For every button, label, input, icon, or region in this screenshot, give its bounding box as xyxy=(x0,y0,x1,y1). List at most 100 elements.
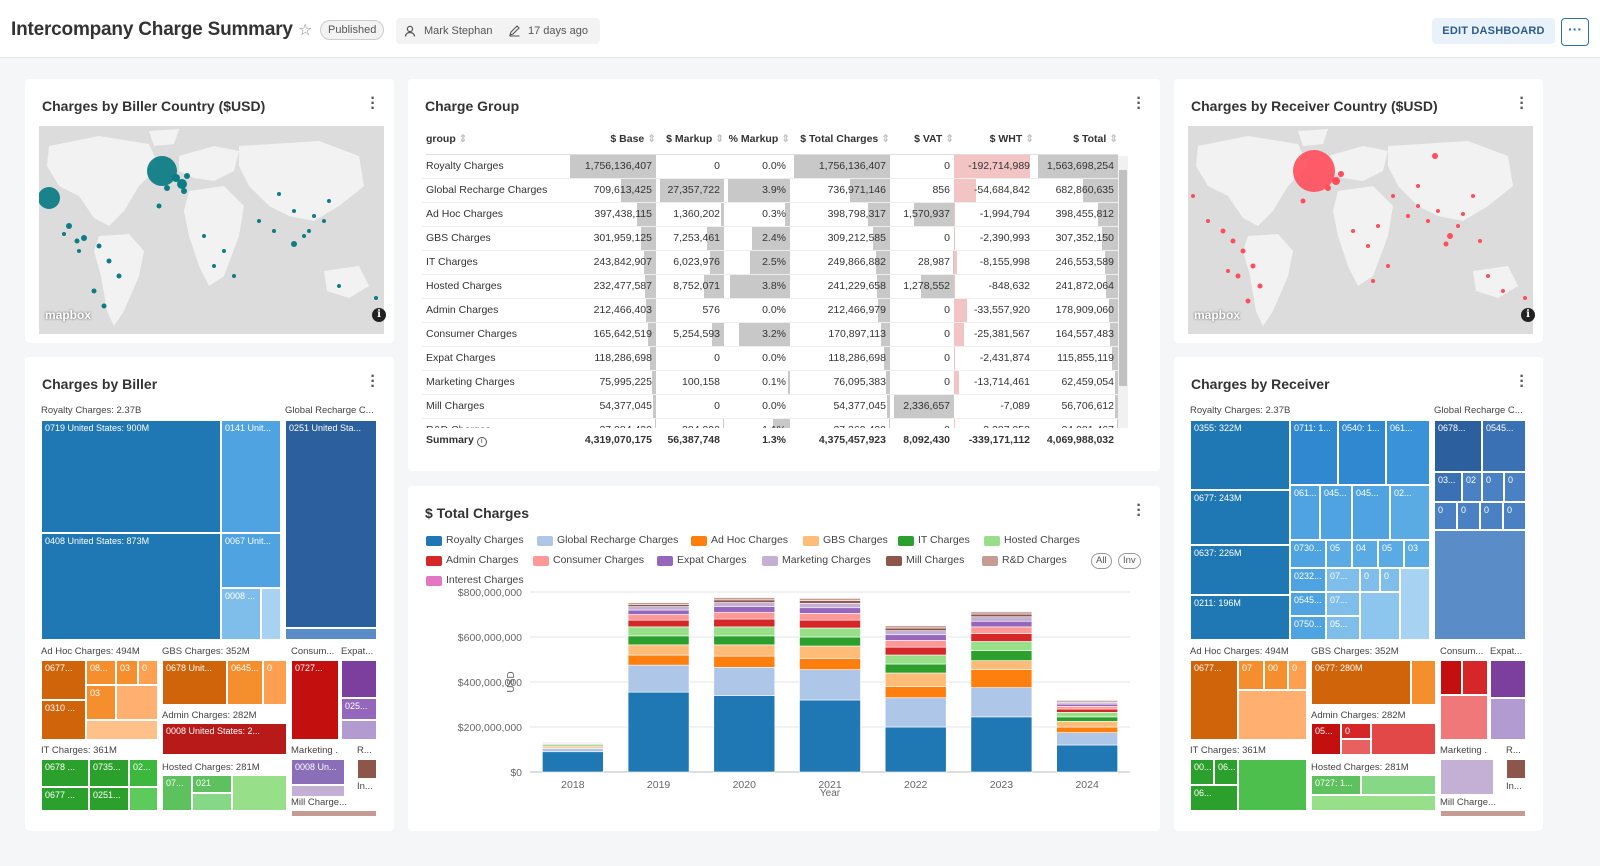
treemap-cell[interactable]: 0008 Un... xyxy=(291,759,345,785)
bar-segment[interactable] xyxy=(542,751,604,773)
treemap-cell[interactable]: 0 xyxy=(1380,568,1400,592)
treemap-cell[interactable]: 0545... xyxy=(1290,592,1326,616)
treemap-cell[interactable] xyxy=(1371,723,1436,755)
column-header-group[interactable]: group ⇕ xyxy=(426,133,566,155)
treemap-cell[interactable]: 0727... xyxy=(291,660,339,740)
bar-segment[interactable] xyxy=(627,664,690,693)
treemap-cell[interactable]: 02... xyxy=(1390,485,1430,540)
treemap-cell[interactable]: 0645... xyxy=(227,660,263,705)
treemap-cell[interactable]: 0677: 243M xyxy=(1190,490,1290,545)
treemap-cell[interactable]: 0678 ... xyxy=(41,759,89,787)
bar-segment[interactable] xyxy=(713,606,776,613)
table-row[interactable]: Royalty Charges 1,756,136,407 0 0.0% 1,756,1… xyxy=(422,155,1118,179)
treemap-cell[interactable] xyxy=(1238,759,1307,811)
bar-segment[interactable] xyxy=(627,606,690,611)
column-header-total[interactable]: $ Total ⇕ xyxy=(1034,133,1118,155)
bar-segment[interactable] xyxy=(970,616,1033,622)
bar-segment[interactable] xyxy=(713,655,776,668)
treemap-cell[interactable]: 02 xyxy=(1462,472,1482,502)
bar-segment[interactable] xyxy=(1056,721,1118,728)
bar-segment[interactable] xyxy=(542,748,604,753)
treemap-cell[interactable]: 0727: 1... xyxy=(1311,775,1361,795)
bar-segment[interactable] xyxy=(1056,703,1118,707)
sort-icon[interactable]: ⇕ xyxy=(881,133,890,145)
bar-segment[interactable] xyxy=(713,618,776,628)
column-header-pct-markup[interactable]: % Markup ⇕ xyxy=(724,133,790,155)
treemap-cell[interactable] xyxy=(1440,810,1526,817)
stacked-bar-chart[interactable]: $0 $200,000,000 $400,000,000 $600,000,000 $8… xyxy=(408,578,1160,831)
treemap-cell[interactable]: 0008 ... xyxy=(221,588,261,640)
treemap-cell[interactable]: 02... xyxy=(129,759,158,787)
treemap-cell[interactable]: 0540: 1... xyxy=(1338,420,1386,485)
treemap-cell[interactable] xyxy=(291,785,345,797)
treemap-cell[interactable] xyxy=(1462,660,1488,695)
bar-segment[interactable] xyxy=(627,691,690,773)
bar-segment[interactable] xyxy=(884,634,947,641)
treemap-cell[interactable] xyxy=(261,588,281,640)
treemap-cell[interactable] xyxy=(341,720,377,740)
treemap-cell[interactable]: 0 xyxy=(1480,502,1503,530)
treemap-cell[interactable] xyxy=(1411,660,1436,705)
treemap-cell[interactable] xyxy=(1440,695,1488,740)
treemap-cell[interactable]: 06... xyxy=(1214,759,1238,785)
treemap-cell[interactable]: 07... xyxy=(1326,568,1360,592)
table-row[interactable]: Expat Charges 118,286,698 0 0.0% 118,286,698… xyxy=(422,347,1118,371)
treemap-cell[interactable] xyxy=(1440,759,1494,795)
bar-segment[interactable] xyxy=(1056,732,1118,746)
sort-icon[interactable]: ⇕ xyxy=(1109,133,1118,145)
legend-all-toggle[interactable]: All xyxy=(1091,553,1112,569)
column-header-markup[interactable]: $ Markup ⇕ xyxy=(656,133,724,155)
treemap-cell[interactable]: 0 xyxy=(1503,502,1526,530)
bar-segment[interactable] xyxy=(884,640,947,648)
treemap-cell[interactable]: 0 xyxy=(1341,723,1371,739)
bar-segment[interactable] xyxy=(1056,744,1118,773)
treemap-cell[interactable]: 0 xyxy=(1457,502,1480,530)
bar-segment[interactable] xyxy=(884,630,947,636)
bar-segment[interactable] xyxy=(799,619,861,629)
treemap-cell[interactable]: 021 xyxy=(192,775,232,793)
treemap-cell[interactable] xyxy=(1360,592,1400,640)
table-scrollbar[interactable] xyxy=(1118,156,1128,428)
treemap-cell[interactable]: 025... xyxy=(341,698,377,720)
kebab-menu-icon[interactable]: · · · xyxy=(370,90,376,117)
sort-icon[interactable]: ⇕ xyxy=(781,133,790,145)
table-row[interactable]: IT Charges 243,842,907 6,023,976 2.5% 249,86… xyxy=(422,251,1118,275)
treemap-cell[interactable]: 0678 Unit... xyxy=(162,660,227,705)
bar-segment[interactable] xyxy=(713,596,776,598)
treemap-cell[interactable]: 0310 ... xyxy=(41,700,86,740)
treemap-cell[interactable]: 0141 Unit... xyxy=(221,420,281,533)
bar-segment[interactable] xyxy=(799,602,861,609)
kebab-menu-icon[interactable]: · · · xyxy=(1519,90,1525,117)
table-row[interactable]: Admin Charges 212,466,403 576 0.0% 212,466,9… xyxy=(422,299,1118,323)
treemap-cell[interactable]: 045... xyxy=(1352,485,1390,540)
bar-segment[interactable] xyxy=(884,672,947,687)
bar-segment[interactable] xyxy=(799,607,861,614)
bar-segment[interactable] xyxy=(627,626,690,637)
treemap-cell[interactable] xyxy=(1490,698,1526,740)
bar-segment[interactable] xyxy=(713,626,776,637)
bar-segment[interactable] xyxy=(1056,712,1118,718)
table-row[interactable]: Mill Charges 54,377,045 0 0.0% 54,377,045 2,3… xyxy=(422,395,1118,419)
bar-segment[interactable] xyxy=(627,635,690,646)
bar-segment[interactable] xyxy=(799,613,861,621)
bar-segment[interactable] xyxy=(1056,706,1118,710)
bar-segment[interactable] xyxy=(799,645,861,659)
bar-segment[interactable] xyxy=(713,597,776,601)
bar-segment[interactable] xyxy=(713,635,776,646)
bar-segment[interactable] xyxy=(799,658,861,670)
bar-segment[interactable] xyxy=(884,627,947,631)
bar-segment[interactable] xyxy=(970,650,1033,661)
bar-segment[interactable] xyxy=(713,644,776,657)
treemap-cell[interactable] xyxy=(1311,795,1436,811)
treemap-cell[interactable]: 03 xyxy=(86,685,116,720)
treemap-cell[interactable]: 05... xyxy=(1311,723,1341,755)
bar-segment[interactable] xyxy=(627,644,690,656)
treemap-cell[interactable]: 045... xyxy=(1320,485,1352,540)
treemap-cell[interactable]: 0730... xyxy=(1290,540,1326,568)
treemap-cell[interactable]: 0 xyxy=(1288,660,1307,690)
bar-segment[interactable] xyxy=(970,610,1033,613)
table-row[interactable]: Hosted Charges 232,477,587 8,752,071 3.8% 24… xyxy=(422,275,1118,299)
treemap-cell[interactable] xyxy=(1341,739,1371,755)
bar-segment[interactable] xyxy=(884,654,947,665)
bar-segment[interactable] xyxy=(884,663,947,674)
